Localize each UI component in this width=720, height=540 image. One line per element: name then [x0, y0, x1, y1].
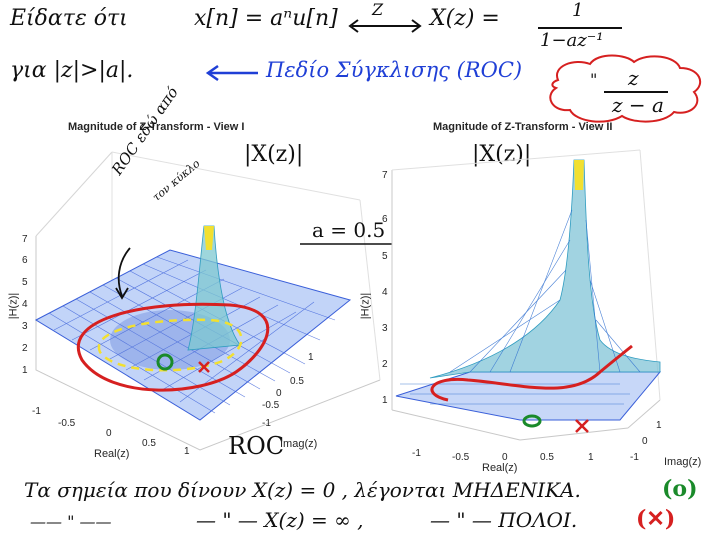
right-y-axis-label: |H(z)| [359, 292, 372, 320]
left-imagtick: 1 [308, 352, 314, 363]
right-ytick: 2 [382, 359, 388, 370]
signal-expression: x[n] = aⁿu[n] [194, 6, 338, 31]
left-xtick: -0.5 [58, 418, 76, 429]
left-imagtick: -0.5 [262, 400, 280, 411]
left-magnitude-label: |X(z)| [244, 142, 304, 167]
left-ytick: 3 [22, 321, 28, 332]
convergence-condition: για |z|>|a|. [10, 58, 134, 83]
fraction-denominator: 1−az⁻¹ [540, 30, 604, 51]
right-imagtick: 0 [642, 436, 648, 447]
z-transform-arrow-label: Z [372, 0, 384, 19]
cloud-quote: " [590, 70, 598, 89]
right-xtick: 0 [502, 452, 508, 463]
right-ytick: 4 [382, 287, 388, 298]
a-value-label: a = 0.5 [312, 218, 386, 242]
right-imagtick: -1 [630, 452, 639, 463]
transform-result: X(z) = [430, 6, 500, 31]
left-xtick: -1 [32, 406, 41, 417]
right-xtick: -0.5 [452, 452, 470, 463]
right-ytick: 7 [382, 170, 388, 181]
cloud-numerator: z [628, 66, 639, 90]
left-xtick: 1 [184, 446, 190, 457]
right-xtick: -1 [412, 448, 421, 459]
left-ytick: 2 [22, 343, 28, 354]
zeros-definition: Τα σημεία που δίνουν X(z) = 0 , λέγονται… [24, 478, 581, 502]
left-ytick: 1 [22, 365, 28, 376]
right-xtick: 1 [588, 452, 594, 463]
left-imagtick: 0.5 [290, 376, 304, 387]
right-imag-axis-label: Imag(z) [664, 456, 702, 468]
right-imagtick: 1 [656, 420, 662, 431]
left-imagtick: -1 [262, 418, 271, 429]
left-ytick: 7 [22, 234, 28, 245]
pole-marker-legend: (✕) [636, 506, 676, 532]
zero-marker-legend: (o) [662, 476, 698, 502]
left-xtick: 0 [106, 428, 112, 439]
left-plot-title: Magnitude of Z-Transform - View I [68, 121, 245, 133]
right-ytick: 3 [382, 323, 388, 334]
right-ytick: 1 [382, 395, 388, 406]
right-ytick: 6 [382, 214, 388, 225]
right-ytick: 5 [382, 251, 388, 262]
left-imagtick: 0 [276, 388, 282, 399]
left-x-axis-label: Real(z) [94, 448, 130, 460]
left-ytick: 5 [22, 277, 28, 288]
right-x-axis-label: Real(z) [482, 462, 518, 474]
poles-ditto-1: —— " —— [30, 512, 112, 531]
intro-text: Είδατε ότι [10, 6, 128, 31]
left-roc-bottom-label: ROC [228, 432, 285, 460]
right-plot-title: Magnitude of Z-Transform - View II [433, 121, 613, 133]
poles-definition: — " — ΠΟΛΟΙ. [430, 508, 578, 532]
left-imag-axis-label: Imag(z) [280, 438, 318, 450]
cloud-denominator: z − a [612, 93, 664, 117]
left-ytick: 4 [22, 299, 28, 310]
fraction-numerator: 1 [572, 0, 584, 21]
left-xtick: 0.5 [142, 438, 156, 449]
roc-label: Πεδίο Σύγκλισης (ROC) [266, 58, 523, 82]
left-ytick: 6 [22, 255, 28, 266]
poles-ditto-2: — " — X(z) = ∞ , [196, 508, 364, 532]
right-xtick: 0.5 [540, 452, 554, 463]
